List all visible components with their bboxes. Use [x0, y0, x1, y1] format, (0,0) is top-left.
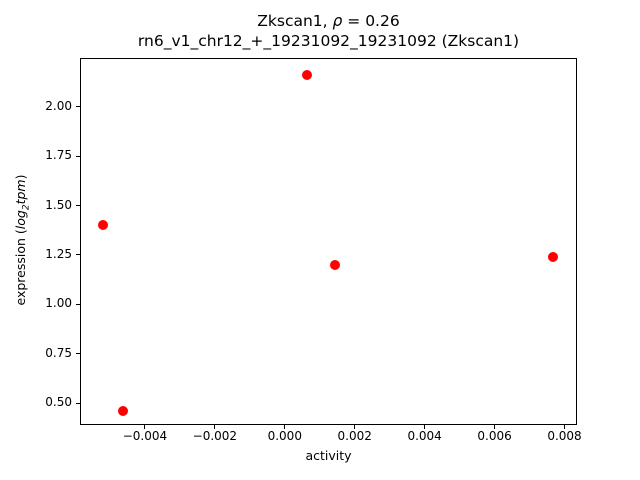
title-gene-text: Zkscan1, — [257, 12, 333, 30]
y-tick-label: 0.75 — [45, 345, 72, 360]
y-tick-label: 2.00 — [45, 98, 72, 113]
x-tick-label: −0.002 — [192, 429, 238, 443]
x-tick-label: 0.000 — [267, 429, 302, 443]
x-tick-label: 0.008 — [547, 429, 582, 443]
y-tick-label: 1.75 — [45, 148, 72, 163]
data-point — [302, 70, 313, 80]
chart-title-line1: Zkscan1, ρ = 0.26 — [80, 11, 577, 31]
data-point — [547, 251, 558, 262]
y-tick-mark — [76, 353, 80, 355]
y-tick-mark — [76, 155, 80, 157]
x-tick-mark — [354, 425, 356, 429]
x-tick-mark — [144, 425, 146, 429]
y-tick-mark — [76, 303, 80, 305]
x-tick-label: 0.004 — [407, 429, 442, 443]
y-tick-label: 1.50 — [45, 197, 72, 212]
x-tick-mark — [494, 425, 496, 429]
y-tick-mark — [76, 402, 80, 404]
x-tick-label: 0.002 — [337, 429, 372, 443]
y-tick-label: 1.00 — [45, 296, 72, 311]
x-axis-label: activity — [305, 448, 352, 463]
x-tick-mark — [424, 425, 426, 429]
data-point — [329, 259, 340, 270]
x-tick-label: −0.004 — [122, 429, 168, 443]
y-tick-mark — [76, 254, 80, 256]
x-tick-mark — [564, 425, 566, 429]
x-tick-mark — [284, 425, 286, 429]
y-tick-label: 1.25 — [45, 246, 72, 261]
y-tick-mark — [76, 205, 80, 206]
ylabel-log: log — [12, 210, 28, 230]
plot-area — [80, 58, 577, 425]
x-tick-label: 0.006 — [477, 429, 512, 443]
y-tick-mark — [76, 106, 80, 108]
y-tick-label: 0.50 — [45, 395, 72, 410]
title-rho-value: = 0.26 — [342, 12, 400, 30]
chart-title: Zkscan1, ρ = 0.26 rn6_v1_chr12_+_1923109… — [80, 11, 577, 51]
chart-title-line2: rn6_v1_chr12_+_19231092_19231092 (Zkscan… — [137, 32, 520, 50]
rho-symbol: ρ — [332, 12, 343, 30]
x-tick-mark — [214, 425, 216, 429]
data-point — [97, 220, 108, 231]
ylabel-suffix: ) — [12, 174, 28, 180]
ylabel-prefix: expression ( — [12, 229, 28, 306]
data-point — [117, 406, 128, 417]
y-axis-label: expression (log2tpm) — [13, 175, 32, 306]
